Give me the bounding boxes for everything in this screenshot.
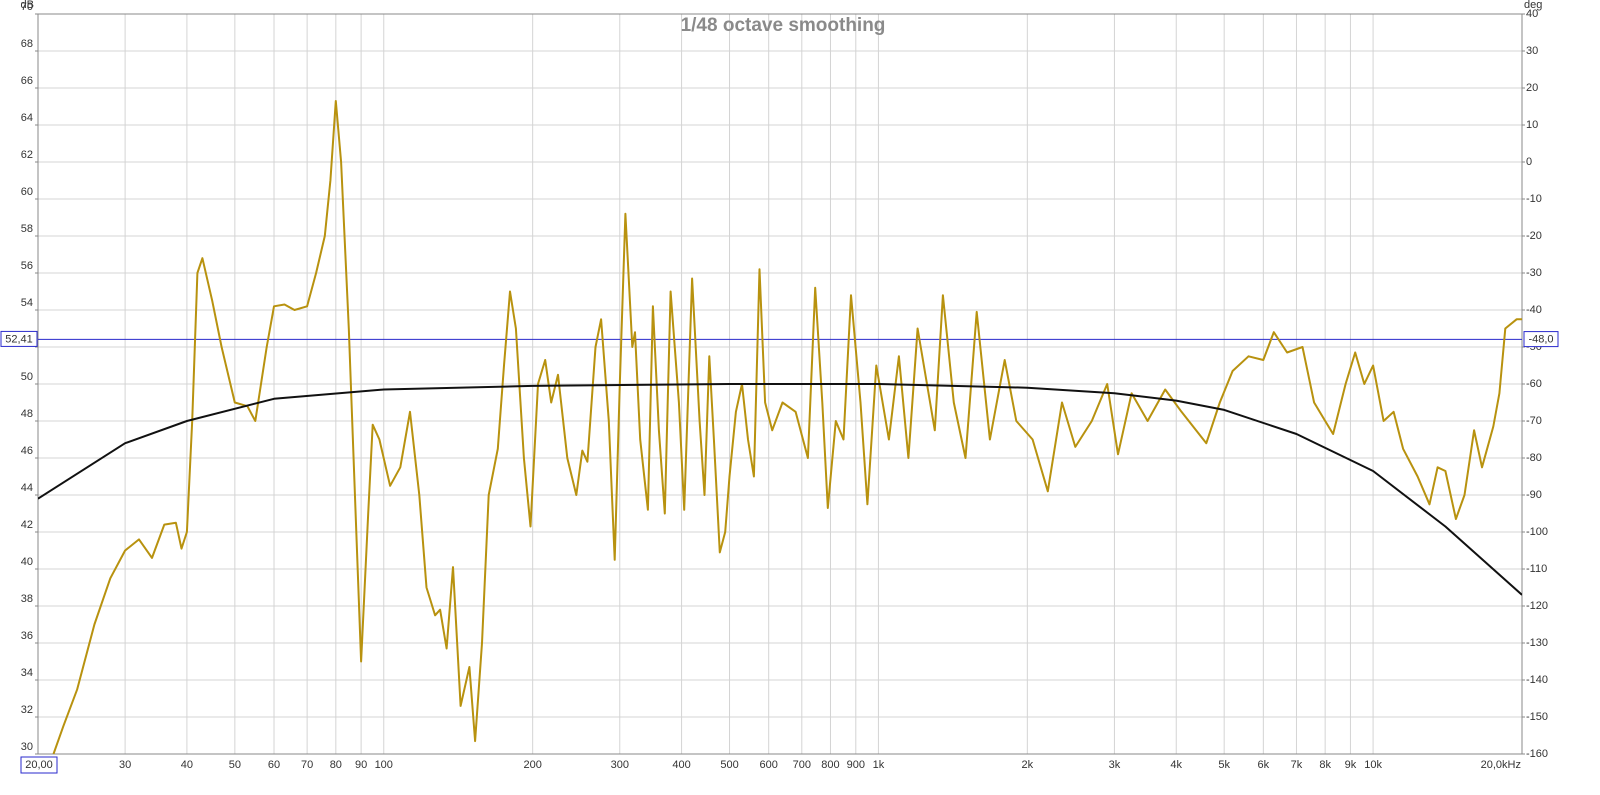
y-tick-label: 58 xyxy=(21,223,33,235)
x-tick-label: 9k xyxy=(1345,759,1357,771)
x-tick-label: 90 xyxy=(355,759,367,771)
x-tick-label: 2k xyxy=(1022,759,1034,771)
y-tick-label: 64 xyxy=(21,112,33,124)
y2-tick-label: 30 xyxy=(1526,45,1538,57)
y2-tick-label: -60 xyxy=(1526,378,1542,390)
y2-tick-label: -100 xyxy=(1526,526,1548,538)
y-tick-label: 56 xyxy=(21,260,33,272)
x-tick-label: 800 xyxy=(821,759,839,771)
x-tick-label: 900 xyxy=(847,759,865,771)
y-tick-label: 66 xyxy=(21,75,33,87)
x-tick-label: 8k xyxy=(1319,759,1331,771)
y-tick-label: 32 xyxy=(21,704,33,716)
x-tick-label: 600 xyxy=(760,759,778,771)
y2-axis-unit: deg xyxy=(1524,0,1542,11)
y2-tick-label: 10 xyxy=(1526,119,1538,131)
y2-tick-label: 40 xyxy=(1526,8,1538,20)
x-tick-label: 5k xyxy=(1218,759,1230,771)
x-tick-label: 100 xyxy=(375,759,393,771)
y2-tick-label: -10 xyxy=(1526,193,1542,205)
series-line xyxy=(38,383,1522,596)
x-tick-label: 6k xyxy=(1258,759,1270,771)
chart-title: 1/48 octave smoothing xyxy=(681,15,886,36)
y2-tick-label: -150 xyxy=(1526,711,1548,723)
y-tick-label: 70 xyxy=(21,1,33,13)
y-tick-label: 44 xyxy=(21,482,33,494)
x-tick-label: 30 xyxy=(119,759,131,771)
x-tick-label: 20,00 xyxy=(25,759,53,771)
y2-tick-label: -140 xyxy=(1526,674,1548,686)
y2-tick-label: -120 xyxy=(1526,600,1548,612)
x-tick-label: 500 xyxy=(720,759,738,771)
y-tick-label: 54 xyxy=(21,297,33,309)
y-tick-label: 42 xyxy=(21,519,33,531)
x-tick-label: 200 xyxy=(523,759,541,771)
cursor2-label: -48,0 xyxy=(1528,334,1553,346)
x-tick-label: 400 xyxy=(672,759,690,771)
y-tick-label: 40 xyxy=(21,556,33,568)
grid xyxy=(37,13,1523,755)
y2-tick-label: -70 xyxy=(1526,415,1542,427)
y-tick-label: 62 xyxy=(21,149,33,161)
y-tick-label: 34 xyxy=(21,667,33,679)
x-tick-label: 20,0kHz xyxy=(1481,759,1521,771)
x-tick-label: 700 xyxy=(793,759,811,771)
x-tick-label: 10k xyxy=(1364,759,1382,771)
y-tick-label: 30 xyxy=(21,741,33,753)
y2-tick-label: 20 xyxy=(1526,82,1538,94)
y2-tick-label: -20 xyxy=(1526,230,1542,242)
y-tick-label: 46 xyxy=(21,445,33,457)
y2-tick-label: 0 xyxy=(1526,156,1532,168)
y2-tick-label: -130 xyxy=(1526,637,1548,649)
y2-tick-label: -110 xyxy=(1526,563,1547,575)
y-axis-unit: dB xyxy=(21,0,34,11)
x-tick-label: 70 xyxy=(301,759,313,771)
x-tick-label: 300 xyxy=(611,759,629,771)
x-tick-label: 60 xyxy=(268,759,280,771)
y-tick-label: 68 xyxy=(21,38,33,50)
cursor-label: 52,41 xyxy=(5,333,33,345)
x-tick-label: 80 xyxy=(330,759,342,771)
y2-tick-label: -30 xyxy=(1526,267,1542,279)
y-tick-label: 60 xyxy=(21,186,33,198)
x-tick-label: 40 xyxy=(181,759,193,771)
y-tick-label: 50 xyxy=(21,371,33,383)
x-tick-label: 4k xyxy=(1170,759,1182,771)
x-tick-label: 3k xyxy=(1109,759,1121,771)
x-cursor-box xyxy=(20,756,58,774)
y2-tick-label: -40 xyxy=(1526,304,1542,316)
y2-tick-label: -90 xyxy=(1526,489,1542,501)
y-tick-label: 48 xyxy=(21,408,33,420)
x-tick-label: 7k xyxy=(1291,759,1303,771)
y2-tick-label: -80 xyxy=(1526,452,1542,464)
cursor2-box xyxy=(1523,331,1559,348)
series-line xyxy=(52,100,1522,754)
y2-tick-label: -160 xyxy=(1526,748,1548,760)
y-tick-label: 36 xyxy=(21,630,33,642)
cursor-box xyxy=(0,330,38,347)
y-tick-label: 38 xyxy=(21,593,33,605)
x-tick-label: 50 xyxy=(229,759,241,771)
x-tick-label: 1k xyxy=(873,759,885,771)
